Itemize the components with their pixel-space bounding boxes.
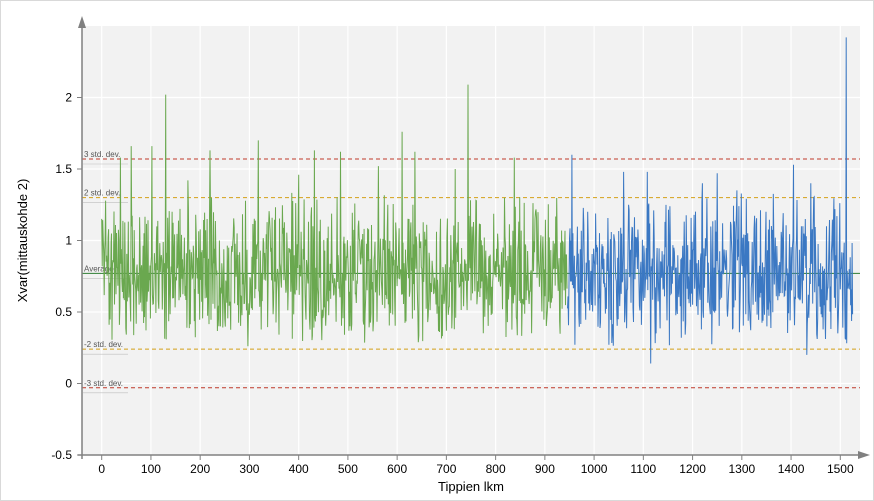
y-tick-label: 2	[65, 91, 72, 105]
x-tick-label: 600	[387, 462, 407, 476]
x-tick-label: 0	[98, 462, 105, 476]
y-tick-label: 0	[65, 377, 72, 391]
x-tick-label: 1300	[728, 462, 755, 476]
y-tick-label: 1.5	[55, 162, 72, 176]
x-tick-label: 100	[141, 462, 161, 476]
x-tick-label: 1400	[778, 462, 805, 476]
x-axis-label: Tippien lkm	[438, 479, 504, 494]
chart-container: 3 std. dev. 2 std. dev. Average -2 std. dev…	[0, 0, 874, 501]
y-tick-label: 1	[65, 234, 72, 248]
x-tick-label: 500	[338, 462, 358, 476]
x-tick-label: 1500	[827, 462, 854, 476]
x-tick-label: 800	[486, 462, 506, 476]
x-tick-label: 1100	[630, 462, 656, 476]
y-tick-label: 0.5	[55, 305, 72, 319]
y-tick-label: -0.5	[51, 448, 72, 462]
x-tick-label: 1200	[679, 462, 706, 476]
x-tick-label: 200	[190, 462, 210, 476]
ref-line-label: 2 std. dev.	[84, 189, 120, 198]
x-tick-label: 300	[239, 462, 259, 476]
x-tick-label: 400	[289, 462, 309, 476]
ref-line-label: -3 std. dev.	[84, 379, 123, 388]
x-tick-label: 1000	[581, 462, 608, 476]
ref-line-label: 3 std. dev.	[84, 150, 120, 159]
y-axis-label: Xvar(mittauskohde 2)	[15, 179, 30, 303]
ref-line-label: -2 std. dev.	[84, 340, 123, 349]
x-tick-label: 700	[436, 462, 456, 476]
ref-line-label: Average	[84, 264, 114, 273]
chart-svg: 3 std. dev. 2 std. dev. Average -2 std. dev…	[0, 0, 874, 501]
x-tick-label: 900	[535, 462, 555, 476]
